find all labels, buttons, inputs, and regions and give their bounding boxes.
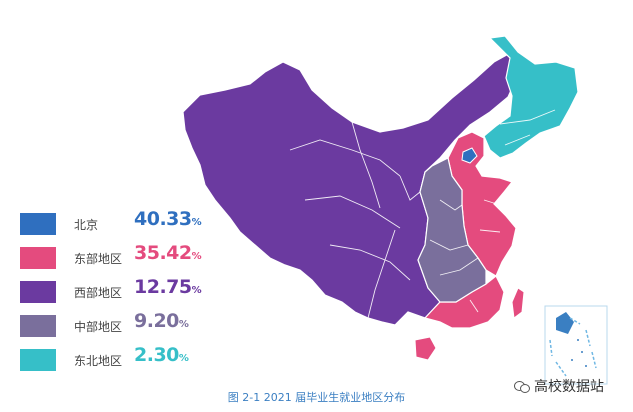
legend-label: 北京 <box>74 218 99 232</box>
legend-label: 中部地区 <box>74 320 123 334</box>
legend-swatch <box>20 213 56 235</box>
region-taiwan <box>511 287 525 319</box>
legend-item-east: 东部地区 35.42% <box>20 242 220 272</box>
legend-label: 东北地区 <box>74 354 123 368</box>
legend-value: 12.75% <box>134 276 202 298</box>
south-china-sea-inset <box>544 305 608 385</box>
legend-swatch <box>20 281 56 303</box>
figure-caption: 图 2-1 2021 届毕业生就业地区分布 <box>227 391 406 404</box>
legend-item-northeast: 东北地区 2.30% <box>20 344 220 374</box>
wechat-icon <box>514 381 530 393</box>
legend-value: 40.33% <box>134 208 202 230</box>
legend-swatch <box>20 315 56 337</box>
legend-item-central: 中部地区 9.20% <box>20 310 220 340</box>
legend-label: 西部地区 <box>74 286 123 300</box>
legend-swatch <box>20 247 56 269</box>
legend-value: 9.20% <box>134 310 189 332</box>
region-beijing <box>461 147 478 164</box>
legend-item-west: 西部地区 12.75% <box>20 276 220 306</box>
region-central <box>417 157 487 303</box>
region-northeast <box>483 35 579 159</box>
legend-item-beijing: 北京 40.33% <box>20 208 220 238</box>
province-borders <box>289 109 556 319</box>
watermark: 高校数据站 <box>514 376 604 396</box>
legend-swatch <box>20 349 56 371</box>
legend-value: 35.42% <box>134 242 202 264</box>
legend-label: 东部地区 <box>74 252 123 266</box>
region-hainan <box>414 336 437 361</box>
watermark-text: 高校数据站 <box>534 379 604 395</box>
legend-value: 2.30% <box>134 344 189 366</box>
